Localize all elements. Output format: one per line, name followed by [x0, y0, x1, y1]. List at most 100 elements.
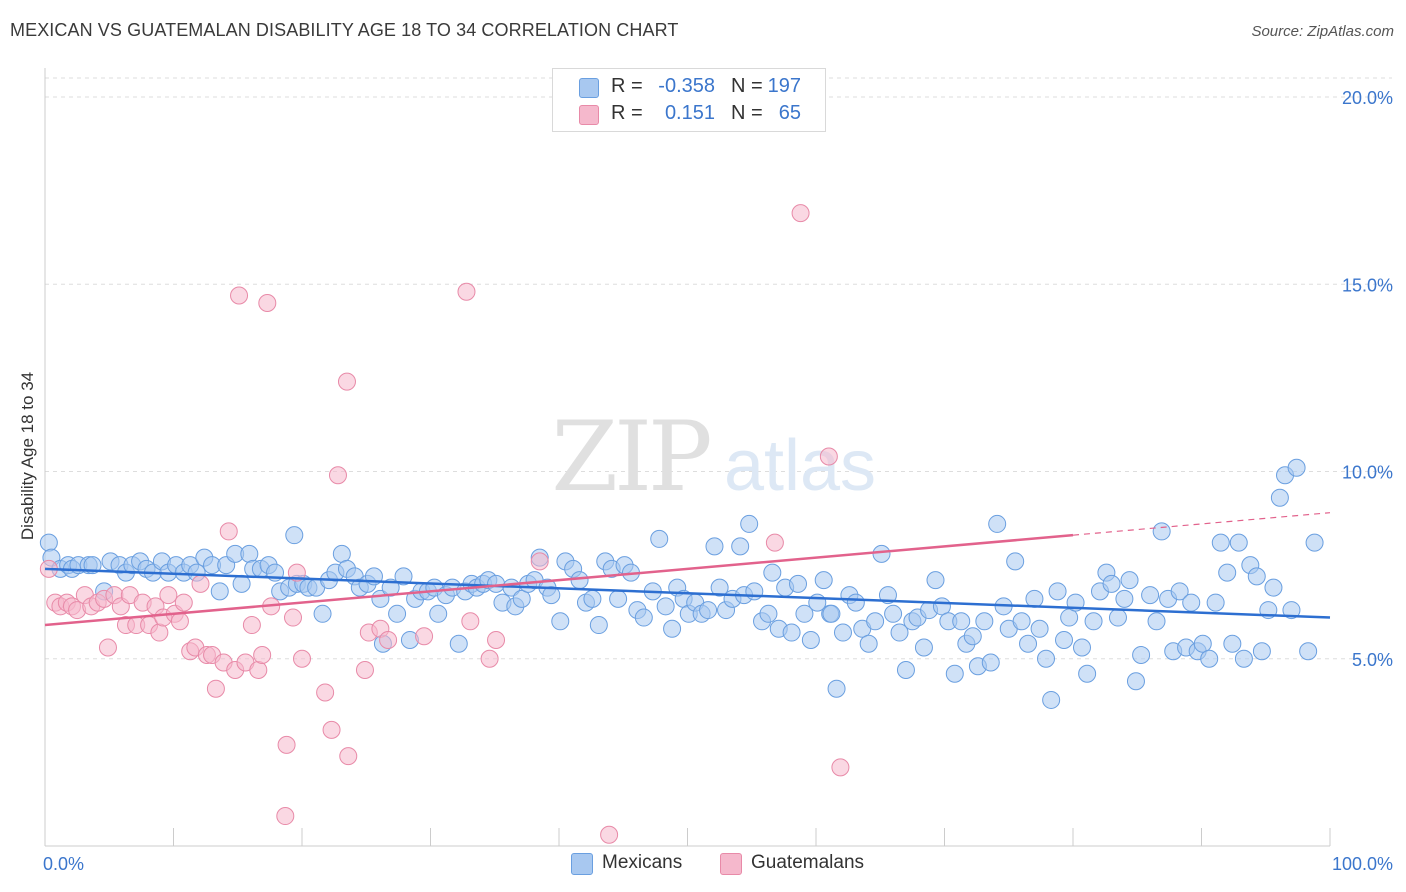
data-point-guatemalans: [316, 683, 335, 702]
data-point-guatemalans: [379, 631, 398, 650]
data-point-mexicans: [1102, 574, 1121, 593]
data-point-mexicans: [759, 604, 778, 623]
series-guatemalans: [39, 204, 850, 844]
data-point-mexicans: [789, 574, 808, 593]
y-tick-label: 10.0%: [1342, 463, 1393, 483]
data-point-guatemalans: [461, 612, 480, 631]
data-point-mexicans: [663, 619, 682, 638]
data-point-mexicans: [1223, 634, 1242, 653]
data-point-mexicans: [583, 589, 602, 608]
data-point-mexicans: [232, 574, 251, 593]
data-point-mexicans: [981, 653, 1000, 672]
data-point-guatemalans: [284, 608, 303, 627]
trend-lines: [44, 512, 1331, 627]
data-point-mexicans: [884, 604, 903, 623]
data-point-guatemalans: [219, 522, 238, 541]
data-point-mexicans: [1037, 649, 1056, 668]
data-point-guatemalans: [159, 586, 178, 605]
data-point-mexicans: [1229, 533, 1248, 552]
data-point-mexicans: [240, 544, 259, 563]
data-point-mexicans: [952, 612, 971, 631]
data-point-mexicans: [1252, 642, 1271, 661]
data-point-guatemalans: [765, 533, 784, 552]
data-point-mexicans: [285, 526, 304, 545]
data-point-guatemalans: [415, 627, 434, 646]
data-point-mexicans: [1211, 533, 1230, 552]
data-point-mexicans: [866, 612, 885, 631]
data-point-mexicans: [388, 604, 407, 623]
data-point-mexicans: [1270, 488, 1289, 507]
stats-legend-row-mexicans: R = -0.358 N = 197: [553, 75, 825, 101]
data-point-mexicans: [1126, 672, 1145, 691]
data-point-mexicans: [833, 623, 852, 642]
data-point-mexicans: [589, 616, 608, 635]
data-point-mexicans: [988, 514, 1007, 533]
data-point-guatemalans: [355, 660, 374, 679]
guatemalans-legend-swatch: [720, 853, 742, 875]
mexicans-swatch: [579, 78, 599, 98]
data-point-mexicans: [609, 589, 628, 608]
data-point-guatemalans: [276, 807, 295, 826]
data-point-mexicans: [782, 623, 801, 642]
data-point-guatemalans: [230, 286, 249, 305]
data-point-mexicans: [1200, 649, 1219, 668]
data-point-guatemalans: [258, 293, 277, 312]
data-point-mexicans: [449, 634, 468, 653]
data-point-mexicans: [827, 679, 846, 698]
trend-line-guatemalans-extension: [1072, 512, 1331, 536]
data-point-guatemalans: [206, 679, 225, 698]
data-point-mexicans: [1025, 589, 1044, 608]
data-point-mexicans: [1084, 612, 1103, 631]
mexicans-legend-swatch: [571, 853, 593, 875]
data-point-guatemalans: [170, 612, 189, 631]
data-point-mexicans: [570, 571, 589, 590]
data-point-mexicans: [878, 586, 897, 605]
stats-legend-row-guatemalans: R = 0.151 N = 65: [553, 102, 825, 128]
data-point-guatemalans: [253, 646, 272, 665]
data-point-mexicans: [1193, 634, 1212, 653]
n-value: 65: [778, 102, 801, 124]
data-point-mexicans: [1060, 608, 1079, 627]
data-point-mexicans: [795, 604, 814, 623]
legend-label: Guatemalans: [751, 852, 865, 873]
data-point-mexicans: [1019, 634, 1038, 653]
data-point-mexicans: [551, 612, 570, 631]
data-point-mexicans: [634, 608, 653, 627]
data-point-mexicans: [1132, 646, 1151, 665]
data-point-mexicans: [1170, 582, 1189, 601]
data-point-mexicans: [1042, 690, 1061, 709]
y-tick-label: 5.0%: [1352, 650, 1393, 670]
data-point-mexicans: [429, 604, 448, 623]
data-point-mexicans: [656, 597, 675, 616]
data-point-mexicans: [945, 664, 964, 683]
chart-title: MEXICAN VS GUATEMALAN DISABILITY AGE 18 …: [10, 20, 679, 40]
data-point-guatemalans: [191, 574, 210, 593]
data-point-mexicans: [926, 571, 945, 590]
data-point-mexicans: [1247, 567, 1266, 586]
data-point-mexicans: [745, 582, 764, 601]
n-value: 197: [767, 75, 801, 97]
data-point-mexicans: [1115, 589, 1134, 608]
data-point-mexicans: [763, 563, 782, 582]
data-point-mexicans: [859, 634, 878, 653]
data-point-mexicans: [1287, 458, 1306, 477]
data-point-mexicans: [1108, 608, 1127, 627]
n-label: N =: [731, 75, 763, 97]
data-point-guatemalans: [150, 623, 169, 642]
data-point-mexicans: [872, 544, 891, 563]
n-label: N =: [731, 102, 763, 124]
data-point-guatemalans: [277, 735, 296, 754]
source-label: Source: ZipAtlas.com: [1251, 23, 1394, 40]
series-legend: Mexicans Guatemalans: [0, 852, 1406, 876]
data-point-mexicans: [731, 537, 750, 556]
tick-labels: 5.0% 10.0% 15.0% 20.0% 0.0% 100.0%: [43, 88, 1393, 874]
data-point-mexicans: [1206, 593, 1225, 612]
data-point-mexicans: [1299, 642, 1318, 661]
data-point-mexicans: [1147, 612, 1166, 631]
watermark: ZIP atlas: [551, 401, 876, 513]
data-point-mexicans: [332, 544, 351, 563]
data-point-mexicans: [394, 567, 413, 586]
data-point-mexicans: [814, 571, 833, 590]
data-point-guatemalans: [287, 563, 306, 582]
